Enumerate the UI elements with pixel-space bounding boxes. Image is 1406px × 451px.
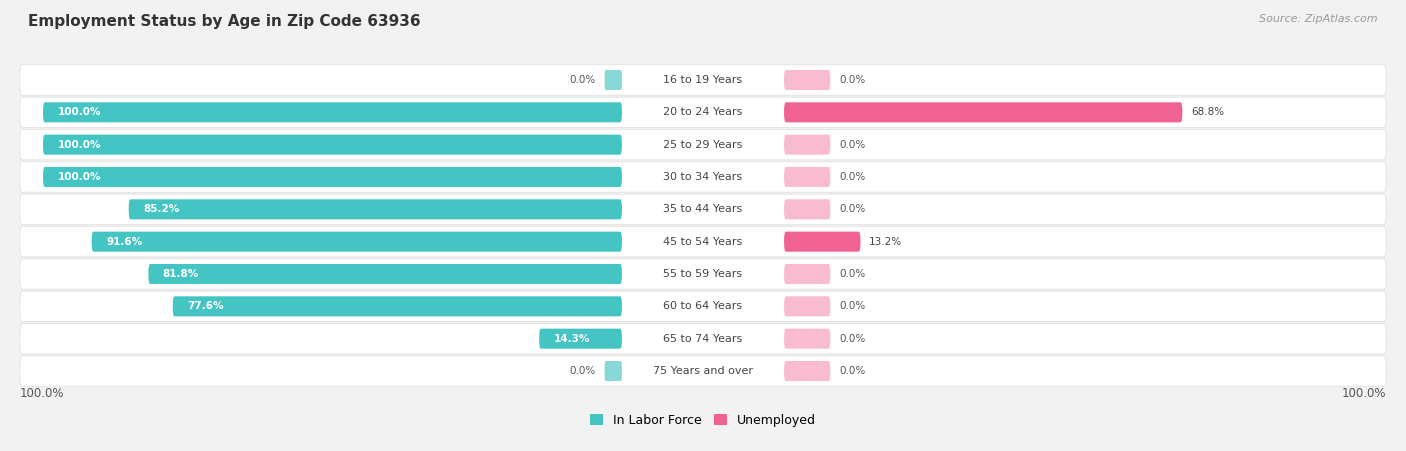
FancyBboxPatch shape bbox=[785, 329, 831, 349]
Text: 75 Years and over: 75 Years and over bbox=[652, 366, 754, 376]
Text: 0.0%: 0.0% bbox=[839, 204, 865, 214]
FancyBboxPatch shape bbox=[20, 356, 1386, 386]
Text: 20 to 24 Years: 20 to 24 Years bbox=[664, 107, 742, 117]
Text: 100.0%: 100.0% bbox=[58, 172, 101, 182]
Text: 65 to 74 Years: 65 to 74 Years bbox=[664, 334, 742, 344]
FancyBboxPatch shape bbox=[605, 70, 621, 90]
FancyBboxPatch shape bbox=[785, 70, 831, 90]
FancyBboxPatch shape bbox=[44, 135, 621, 155]
FancyBboxPatch shape bbox=[149, 264, 621, 284]
Text: 0.0%: 0.0% bbox=[839, 172, 865, 182]
FancyBboxPatch shape bbox=[20, 194, 1386, 225]
Text: 81.8%: 81.8% bbox=[163, 269, 200, 279]
FancyBboxPatch shape bbox=[785, 167, 831, 187]
Text: 0.0%: 0.0% bbox=[839, 301, 865, 311]
FancyBboxPatch shape bbox=[605, 361, 621, 381]
Text: 0.0%: 0.0% bbox=[569, 75, 596, 85]
Text: 100.0%: 100.0% bbox=[1341, 387, 1386, 400]
FancyBboxPatch shape bbox=[20, 162, 1386, 192]
Text: 0.0%: 0.0% bbox=[839, 75, 865, 85]
FancyBboxPatch shape bbox=[173, 296, 621, 316]
Text: 13.2%: 13.2% bbox=[869, 237, 903, 247]
Text: 45 to 54 Years: 45 to 54 Years bbox=[664, 237, 742, 247]
FancyBboxPatch shape bbox=[44, 167, 621, 187]
Text: 68.8%: 68.8% bbox=[1191, 107, 1225, 117]
FancyBboxPatch shape bbox=[20, 291, 1386, 322]
Text: 16 to 19 Years: 16 to 19 Years bbox=[664, 75, 742, 85]
FancyBboxPatch shape bbox=[44, 102, 621, 122]
Text: Employment Status by Age in Zip Code 63936: Employment Status by Age in Zip Code 639… bbox=[28, 14, 420, 28]
Text: 100.0%: 100.0% bbox=[58, 107, 101, 117]
Text: 25 to 29 Years: 25 to 29 Years bbox=[664, 140, 742, 150]
Legend: In Labor Force, Unemployed: In Labor Force, Unemployed bbox=[585, 409, 821, 432]
Text: 85.2%: 85.2% bbox=[143, 204, 180, 214]
Text: 0.0%: 0.0% bbox=[839, 334, 865, 344]
FancyBboxPatch shape bbox=[20, 97, 1386, 128]
FancyBboxPatch shape bbox=[20, 226, 1386, 257]
FancyBboxPatch shape bbox=[785, 296, 831, 316]
Text: 35 to 44 Years: 35 to 44 Years bbox=[664, 204, 742, 214]
Text: 0.0%: 0.0% bbox=[839, 269, 865, 279]
Text: 100.0%: 100.0% bbox=[58, 140, 101, 150]
FancyBboxPatch shape bbox=[785, 264, 831, 284]
FancyBboxPatch shape bbox=[785, 199, 831, 219]
Text: 55 to 59 Years: 55 to 59 Years bbox=[664, 269, 742, 279]
Text: 0.0%: 0.0% bbox=[569, 366, 596, 376]
Text: 0.0%: 0.0% bbox=[839, 366, 865, 376]
FancyBboxPatch shape bbox=[20, 129, 1386, 160]
FancyBboxPatch shape bbox=[785, 135, 831, 155]
FancyBboxPatch shape bbox=[91, 232, 621, 252]
FancyBboxPatch shape bbox=[785, 361, 831, 381]
Text: 14.3%: 14.3% bbox=[554, 334, 591, 344]
Text: 100.0%: 100.0% bbox=[20, 387, 65, 400]
FancyBboxPatch shape bbox=[20, 323, 1386, 354]
Text: Source: ZipAtlas.com: Source: ZipAtlas.com bbox=[1260, 14, 1378, 23]
FancyBboxPatch shape bbox=[20, 65, 1386, 95]
Text: 60 to 64 Years: 60 to 64 Years bbox=[664, 301, 742, 311]
FancyBboxPatch shape bbox=[785, 232, 860, 252]
FancyBboxPatch shape bbox=[20, 259, 1386, 289]
FancyBboxPatch shape bbox=[785, 102, 1182, 122]
FancyBboxPatch shape bbox=[538, 329, 621, 349]
Text: 77.6%: 77.6% bbox=[187, 301, 224, 311]
Text: 91.6%: 91.6% bbox=[105, 237, 142, 247]
Text: 0.0%: 0.0% bbox=[839, 140, 865, 150]
Text: 30 to 34 Years: 30 to 34 Years bbox=[664, 172, 742, 182]
FancyBboxPatch shape bbox=[129, 199, 621, 219]
